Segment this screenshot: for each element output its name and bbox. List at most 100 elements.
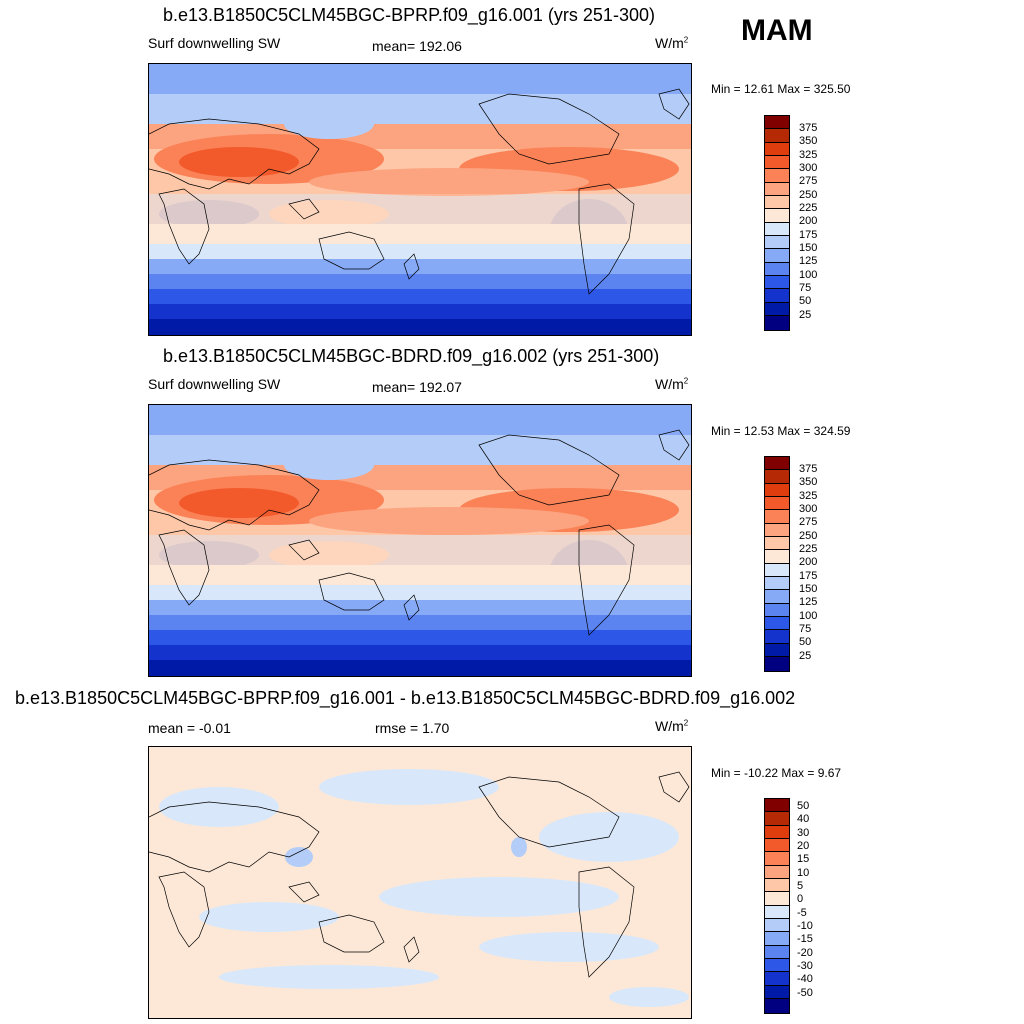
panel2-tick-label: 75 [799, 623, 812, 635]
panel1-colorbar-swatch [765, 129, 789, 143]
panel2-colorbar-swatch [765, 603, 789, 618]
panel1-units: W/m2 [655, 35, 688, 51]
panel1-units-exp: 2 [683, 35, 689, 45]
panel3-minmax: Min = -10.22 Max = 9.67 [711, 766, 842, 780]
panel3-colorbar-swatch [765, 852, 789, 866]
panel1-colorbar-swatch [765, 236, 789, 250]
panel3-units: W/m2 [655, 718, 688, 734]
panel1-tick-label: 75 [799, 282, 812, 294]
panel1-tick-label: 175 [799, 229, 818, 241]
panel2-tick-label: 175 [799, 570, 818, 582]
panel3-colorbar-swatch [765, 892, 789, 906]
panel1-colorbar-swatch [765, 196, 789, 210]
panel3-units-exp: 2 [683, 718, 689, 728]
panel1-colorbar-swatch [765, 249, 789, 263]
panel1-tick-label: 225 [799, 202, 818, 214]
panel1-tick-label: 325 [799, 149, 818, 161]
panel3-tick-label: 20 [797, 840, 810, 852]
panel2-colorbar-swatch [765, 657, 789, 671]
panel2-tick-label: 150 [799, 583, 818, 595]
panel2-mean-label: mean= 192.07 [372, 379, 462, 395]
panel2-colorbar-swatch [765, 470, 789, 484]
season-label: MAM [741, 14, 813, 47]
panel3-colorbar-swatch [765, 825, 789, 840]
panel3-tick-label: 0 [797, 893, 804, 905]
panel2-colorbar-swatch [765, 643, 789, 658]
panel3-tick-label: -5 [797, 907, 807, 919]
panel3-colorbar-swatch [765, 812, 789, 826]
panel1-colorbar-swatch [765, 316, 789, 330]
panel3-tick-label: -20 [797, 947, 813, 959]
panel2-units-exp: 2 [683, 376, 689, 386]
panel2-colorbar-swatch [765, 483, 789, 498]
panel1-tick-label: 150 [799, 242, 818, 254]
panel1-colorbar [764, 115, 790, 331]
panel3-tick-label: -30 [797, 960, 813, 972]
panel1-tick-label: 250 [799, 189, 818, 201]
panel3-tick-label: -15 [797, 933, 813, 945]
panel3-colorbar-swatch [765, 839, 789, 853]
panel2-tick-label: 275 [799, 516, 818, 528]
panel1-tick-label: 200 [799, 215, 818, 227]
panel2-colorbar-swatch [765, 457, 789, 471]
panel1-variable-label: Surf downwelling SW [148, 35, 281, 51]
panel3-colorbar-swatch [765, 799, 789, 813]
panel3-colorbar-swatch [765, 905, 789, 920]
panel3-tick-label: 30 [797, 827, 810, 839]
panel1-tick-label: 275 [799, 175, 818, 187]
panel1-colorbar-swatch [765, 276, 789, 290]
panel2-title: b.e13.B1850C5CLM45BGC-BDRD.f09_g16.002 (… [163, 346, 660, 366]
panel3-colorbar-swatch [765, 985, 789, 1000]
panel3-units-base: W/m [655, 718, 684, 734]
panel3-colorbar-swatch [765, 879, 789, 893]
panel1-colorbar-swatch [765, 182, 789, 197]
panel1-units-base: W/m [655, 35, 684, 51]
panel1-tick-label: 25 [799, 309, 812, 321]
panel3-colorbar-swatch [765, 999, 789, 1013]
panel2-tick-label: 25 [799, 650, 812, 662]
panel3-mean-label: mean = -0.01 [148, 720, 231, 736]
panel3-tick-label: -40 [797, 973, 813, 985]
panel1-colorbar-swatch [765, 222, 789, 237]
panel1-colorbar-swatch [765, 142, 789, 157]
panel3-map [148, 746, 692, 1019]
panel2-map [148, 404, 692, 677]
panel1-tick-label: 300 [799, 162, 818, 174]
panel2-tick-label: 300 [799, 503, 818, 515]
panel2-colorbar-swatch [765, 577, 789, 591]
panel2-tick-label: 125 [799, 596, 818, 608]
panel3-rmse-label: rmse = 1.70 [375, 720, 450, 736]
panel3-tick-label: 15 [797, 853, 810, 865]
panel1-tick-label: 50 [799, 295, 812, 307]
panel2-tick-label: 375 [799, 463, 818, 475]
panel3-title: b.e13.B1850C5CLM45BGC-BPRP.f09_g16.001 -… [15, 688, 796, 708]
panel2-colorbar-swatch [765, 537, 789, 551]
panel2-colorbar-swatch [765, 563, 789, 578]
panel3-colorbar-swatch [765, 959, 789, 973]
panel3-colorbar-swatch [765, 932, 789, 946]
panel2-tick-label: 100 [799, 610, 818, 622]
panel2-units: W/m2 [655, 376, 688, 392]
panel2-colorbar [764, 456, 790, 672]
panel2-variable-label: Surf downwelling SW [148, 376, 281, 392]
panel2-tick-label: 325 [799, 490, 818, 502]
panel2-colorbar-swatch [765, 630, 789, 644]
panel1-colorbar-swatch [765, 169, 789, 183]
panel3-colorbar [764, 798, 790, 1014]
panel1-colorbar-swatch [765, 289, 789, 303]
panel2-tick-label: 50 [799, 636, 812, 648]
panel1-colorbar-swatch [765, 262, 789, 277]
panel2-tick-label: 250 [799, 530, 818, 542]
panel3-colorbar-swatch [765, 945, 789, 960]
panel1-tick-label: 375 [799, 122, 818, 134]
panel2-tick-label: 225 [799, 543, 818, 555]
panel3-tick-label: 50 [797, 800, 810, 812]
panel3-colorbar-swatch [765, 919, 789, 933]
panel1-mean-label: mean= 192.06 [372, 38, 462, 54]
panel3-tick-label: 40 [797, 813, 810, 825]
panel2-tick-label: 200 [799, 556, 818, 568]
panel1-tick-label: 100 [799, 269, 818, 281]
panel2-colorbar-swatch [765, 497, 789, 511]
panel2-tick-label: 350 [799, 476, 818, 488]
panel1-minmax: Min = 12.61 Max = 325.50 [711, 82, 851, 96]
